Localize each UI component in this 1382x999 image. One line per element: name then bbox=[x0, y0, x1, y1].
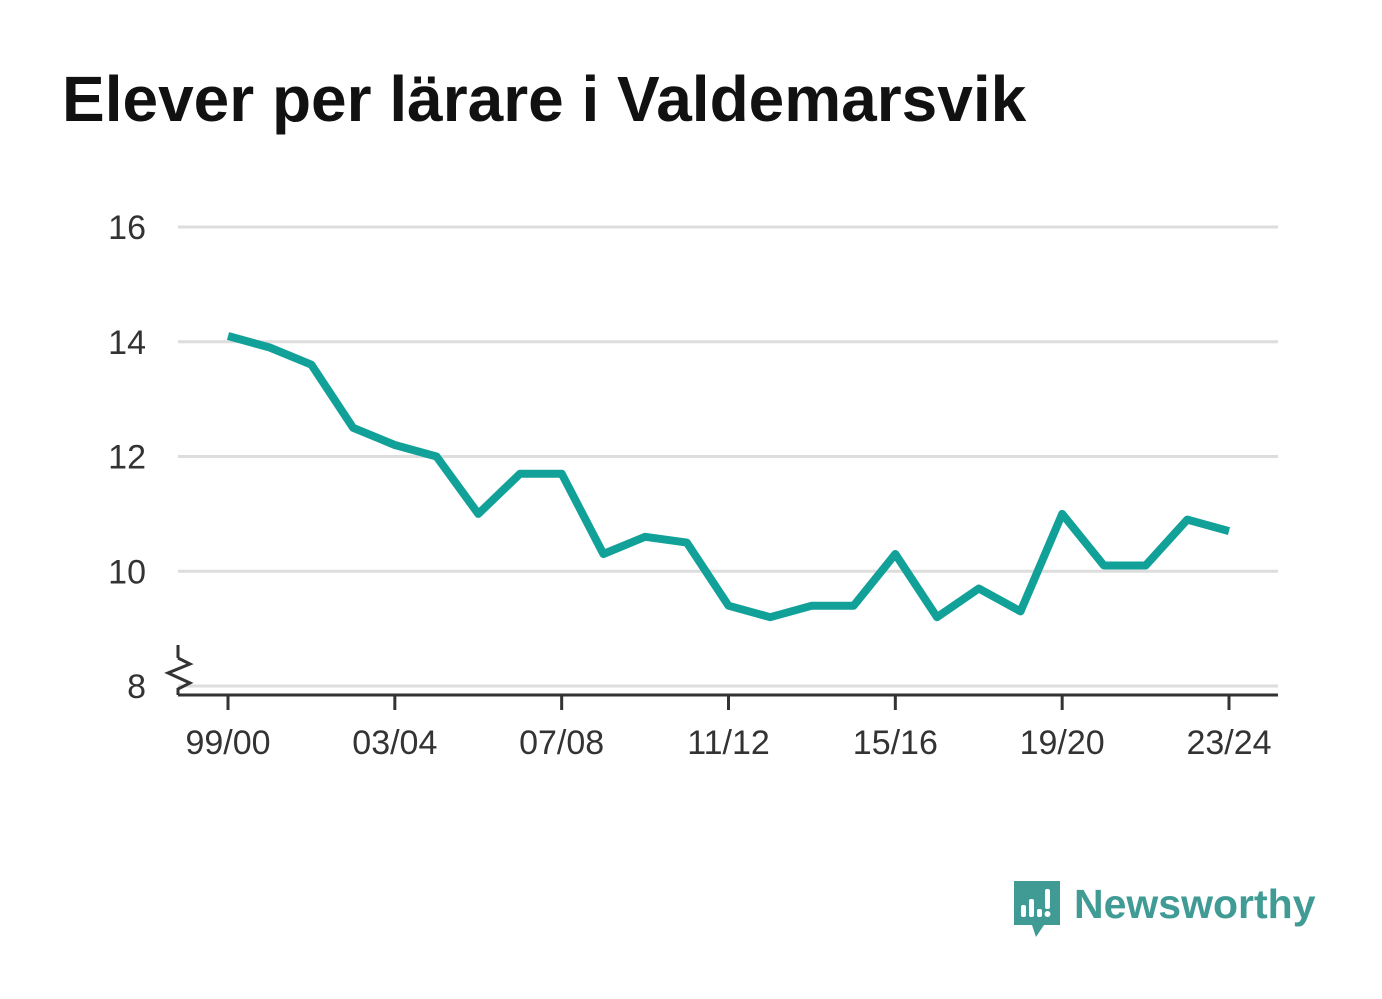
y-tick-label: 10 bbox=[108, 553, 146, 591]
x-tick-label: 03/04 bbox=[352, 724, 437, 762]
x-tick-label: 99/00 bbox=[185, 724, 270, 762]
brand: Newsworthy bbox=[1012, 878, 1316, 940]
x-tick-label: 23/24 bbox=[1186, 724, 1271, 762]
y-tick-label: 8 bbox=[127, 668, 146, 706]
y-tick-label: 14 bbox=[108, 324, 146, 362]
y-axis-break-icon bbox=[164, 656, 194, 695]
y-tick-label: 12 bbox=[108, 439, 146, 477]
newsworthy-logo-icon bbox=[1014, 881, 1060, 937]
x-tick-label: 07/08 bbox=[519, 724, 604, 762]
y-tick-label: 16 bbox=[108, 209, 146, 247]
axes bbox=[164, 645, 1278, 710]
series-line bbox=[226, 332, 1231, 622]
x-tick-label: 11/12 bbox=[687, 724, 770, 762]
x-tick-label: 15/16 bbox=[853, 724, 938, 762]
x-tick-label: 19/20 bbox=[1020, 724, 1105, 762]
chart-title: Elever per lärare i Valdemarsvik bbox=[62, 63, 1027, 135]
tick-labels: 8 10 12 14 16 99/00 03/04 07/08 11/12 15/16 19/20 2… bbox=[108, 209, 1271, 762]
grid-lines bbox=[178, 225, 1278, 688]
series bbox=[226, 332, 1231, 622]
brand-name: Newsworthy bbox=[1074, 880, 1316, 927]
